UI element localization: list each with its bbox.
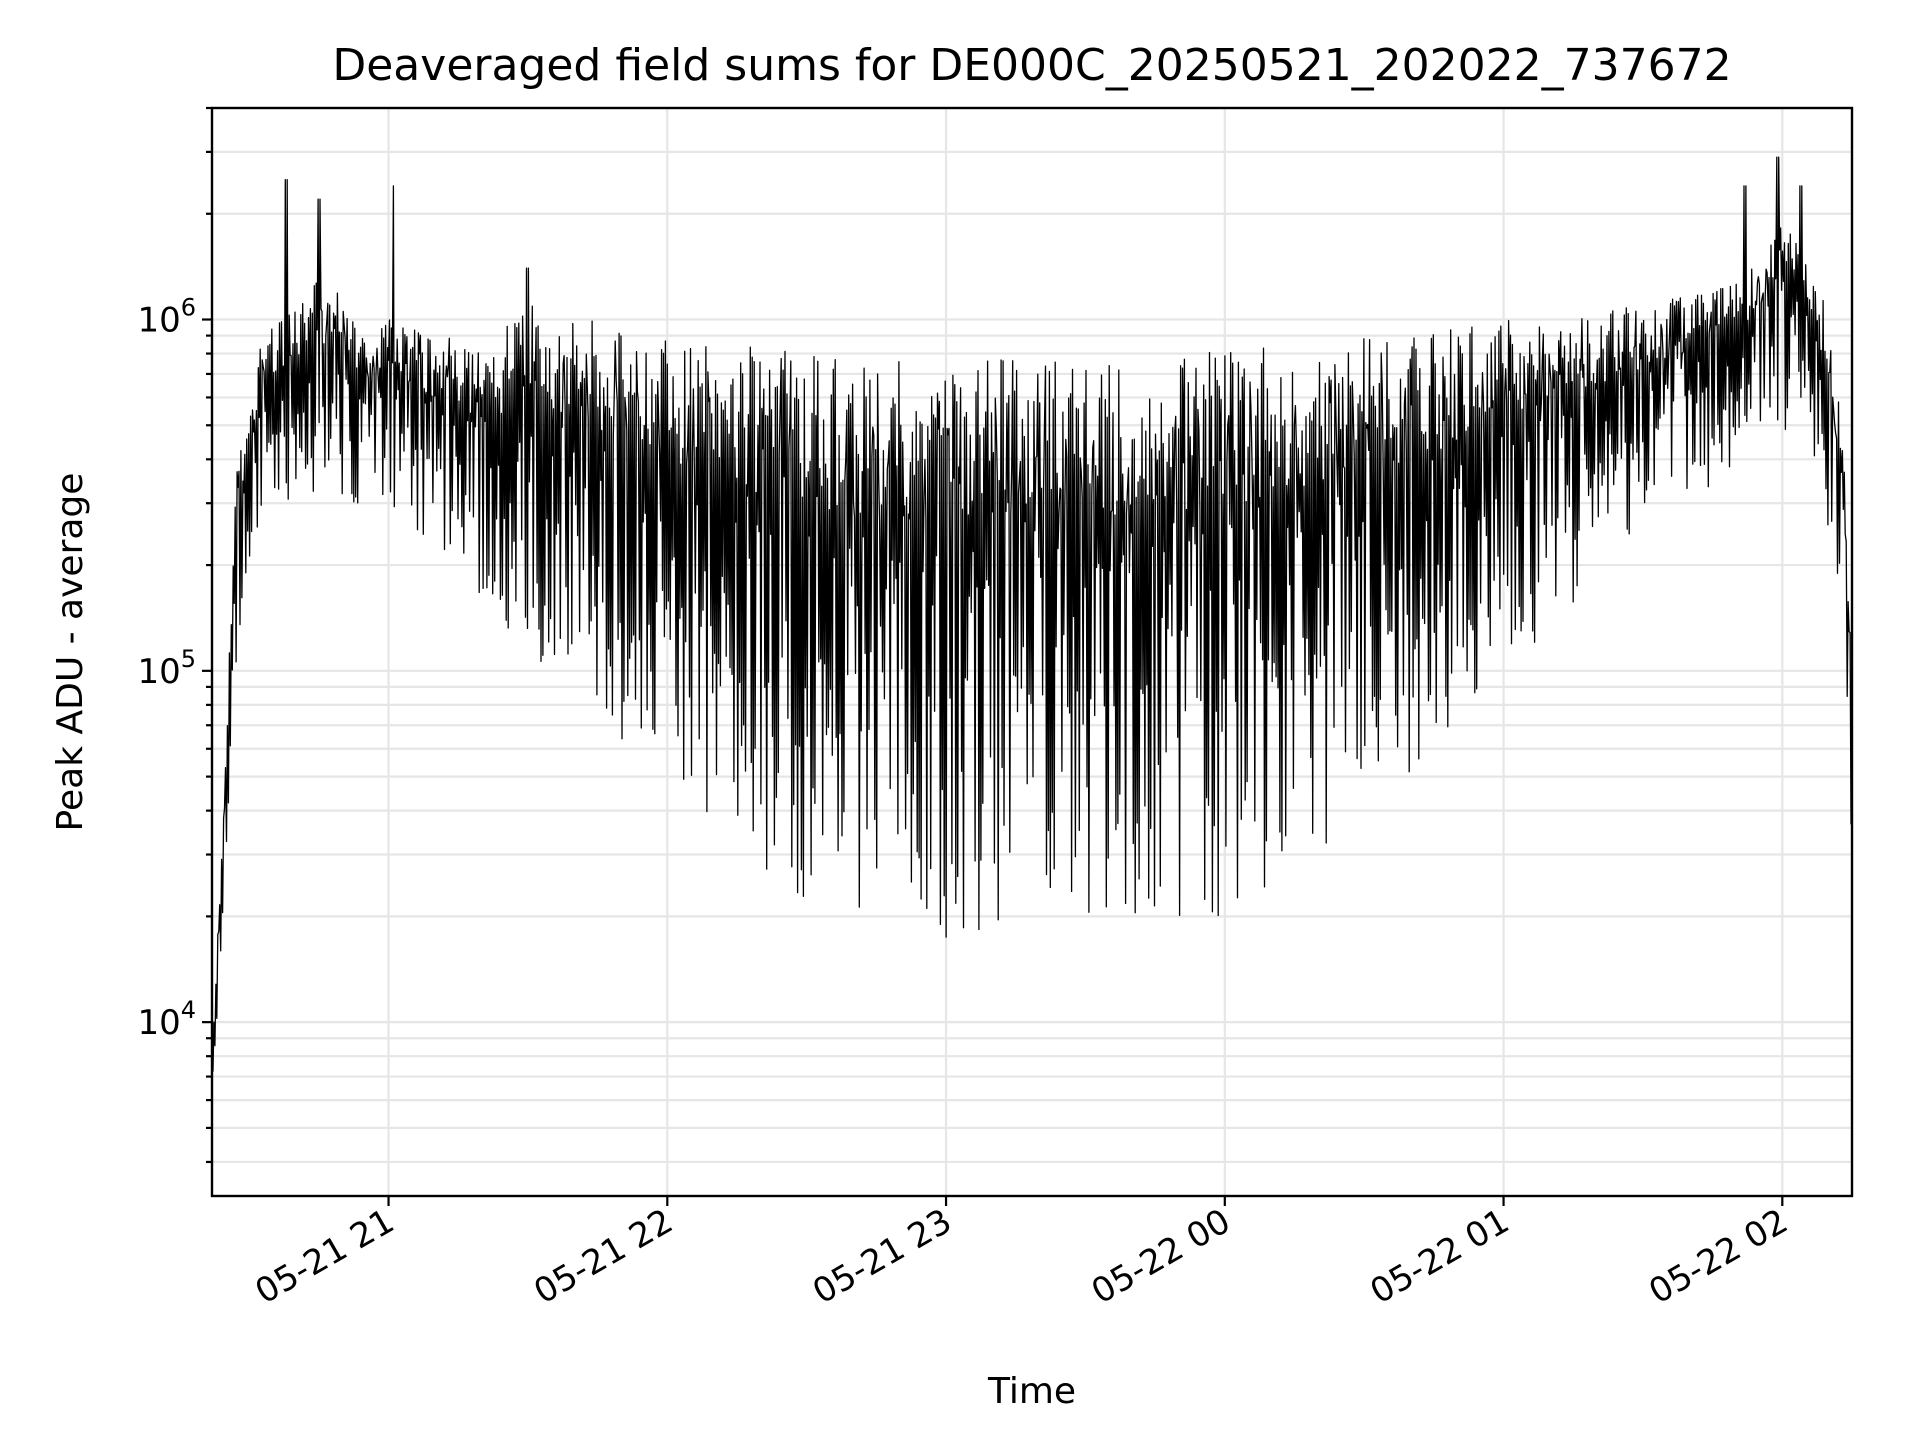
y-tick-label: 106 — [137, 294, 196, 341]
series-layer — [212, 156, 1852, 1072]
x-axis-label: Time — [987, 1371, 1076, 1412]
chart-title: Deaveraged field sums for DE000C_2025052… — [332, 40, 1731, 91]
plot-frame — [210, 106, 1854, 1198]
y-tick-label: 105 — [137, 645, 196, 692]
series-line — [212, 156, 1852, 1072]
y-axis-label: Peak ADU - average — [50, 473, 91, 832]
y-tick-label: 104 — [137, 996, 196, 1043]
